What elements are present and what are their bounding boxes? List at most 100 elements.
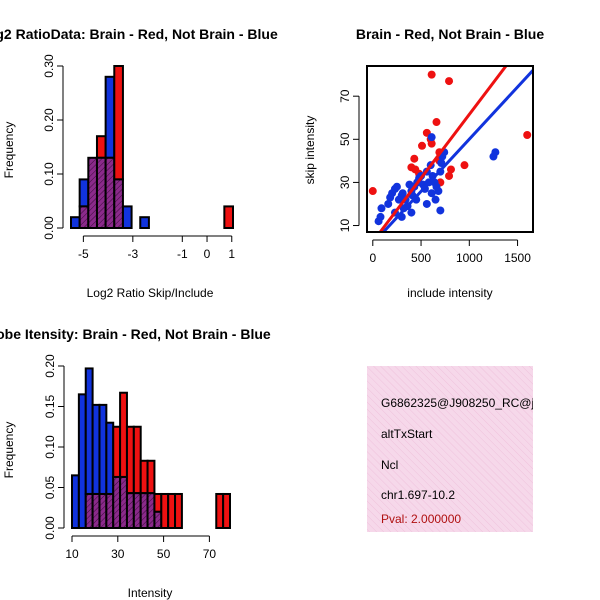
call-text: Ncl bbox=[381, 458, 398, 472]
scatter-title: Brain - Red, Not Brain - Blue bbox=[356, 26, 544, 42]
intensity-overlap-bar-9 bbox=[132, 492, 142, 530]
scatter-point-blue-32 bbox=[434, 187, 443, 196]
scatter-point-blue-37 bbox=[422, 199, 431, 208]
scatter-x-tick-label-0: 0 bbox=[369, 251, 376, 265]
scatter-clip-group bbox=[368, 66, 533, 232]
intensity-histogram-axes: 10 30 50 70 0.00 0.05 0.10 0.15 0.20 bbox=[43, 354, 216, 561]
intensity-y-tick-label-4: 0.20 bbox=[43, 354, 57, 378]
intensity-bar-17 bbox=[222, 492, 231, 530]
probe-info-clip: G6862325@J908250_RC@j_at altTxStart Ncl … bbox=[381, 396, 551, 526]
scatter-point-blue-42 bbox=[407, 208, 416, 217]
ratio-bar-4 bbox=[104, 75, 116, 159]
intensity-x-tick-label-0: 10 bbox=[65, 547, 79, 561]
intensity-overlap-bar-3 bbox=[91, 492, 101, 530]
ratio-x-tick-label-1: -3 bbox=[127, 247, 138, 261]
intensity-overlap-bar-2 bbox=[84, 492, 94, 530]
scatter-fit-line-blue bbox=[381, 69, 533, 232]
scatter-axes: 0 500 1000 1500 10 30 50 70 bbox=[338, 89, 531, 265]
scatter-xlabel: include intensity bbox=[407, 286, 492, 300]
scatter-point-red-2 bbox=[445, 77, 454, 86]
scatter-x-tick-label-1: 500 bbox=[411, 251, 431, 265]
intensity-histogram-ylabel: Frequency bbox=[2, 422, 16, 479]
intensity-y-tick-label-3: 0.15 bbox=[43, 394, 57, 418]
scatter-point-red-17 bbox=[460, 161, 469, 170]
ratio-y-tick-label-3: 0.30 bbox=[42, 54, 56, 78]
ratio-bar-8 bbox=[139, 216, 150, 229]
intensity-bar-14 bbox=[167, 492, 177, 530]
scatter-fit-line-red bbox=[378, 66, 508, 232]
intensity-bar-2 bbox=[84, 367, 94, 495]
intensity-bar-16 bbox=[215, 492, 225, 530]
scatter-point-blue-3 bbox=[384, 199, 393, 208]
intensity-y-tick-label-0: 0.00 bbox=[43, 516, 57, 540]
scatter-point-red-15 bbox=[445, 171, 454, 180]
intensity-bar-4 bbox=[98, 403, 108, 495]
intensity-bar-10 bbox=[139, 459, 149, 495]
scatter-point-blue-38 bbox=[427, 189, 436, 198]
ratio-bar-1 bbox=[78, 178, 90, 208]
intensity-bar-3 bbox=[91, 403, 101, 495]
ratio-histogram-ylabel: Frequency bbox=[2, 122, 16, 179]
ratio-overlap-bar-5 bbox=[113, 178, 124, 229]
intensity-x-tick-label-1: 30 bbox=[111, 547, 125, 561]
intensity-histogram-xlabel: Intensity bbox=[128, 586, 173, 600]
intensity-overlap-bar-5 bbox=[105, 492, 115, 530]
intensity-overlap-bar-11 bbox=[146, 492, 156, 530]
scatter-point-red-7 bbox=[427, 139, 436, 148]
intensity-bar-13 bbox=[160, 492, 170, 530]
ratio-overlap-bar-4 bbox=[104, 156, 116, 229]
intensity-overlap-bar-6 bbox=[112, 475, 122, 529]
ratio-x-tick-label-2: -1 bbox=[177, 247, 188, 261]
ratio-y-tick-label-1: 0.10 bbox=[42, 162, 56, 186]
position-text: chr1.697-10.2 bbox=[381, 488, 455, 502]
scatter-point-blue-2 bbox=[377, 204, 386, 213]
intensity-bar-7 bbox=[119, 391, 128, 478]
ratio-bar-5 bbox=[113, 65, 124, 181]
intensity-y-tick-label-2: 0.10 bbox=[43, 435, 57, 459]
intensity-x-tick-label-3: 70 bbox=[203, 547, 217, 561]
intensity-overlap-bar-4 bbox=[98, 492, 108, 530]
intensity-overlap-bar-7 bbox=[119, 475, 128, 529]
ratio-histogram-axes: -5 -3 -1 0 1 0.00 0.10 0.20 0.30 bbox=[42, 54, 235, 261]
pval-text: Pval: 2.000000 bbox=[381, 512, 461, 526]
scatter-x-tick-label-3: 1500 bbox=[504, 251, 531, 265]
scatter-point-blue-10 bbox=[398, 189, 407, 198]
intensity-bar-11 bbox=[146, 459, 156, 495]
ratio-y-tick-label-0: 0.00 bbox=[42, 216, 56, 240]
intensity-bar-12 bbox=[153, 492, 163, 513]
scatter-plot-frame bbox=[366, 65, 534, 233]
scatter-point-red-3 bbox=[418, 141, 427, 150]
event-type-text: altTxStart bbox=[381, 427, 433, 441]
probe-info-panel: G6862325@J908250_RC@j_at altTxStart Ncl … bbox=[367, 366, 551, 532]
scatter-ylabel: skip intensity bbox=[303, 116, 317, 185]
intensity-bar-15 bbox=[174, 492, 183, 530]
intensity-bar-5 bbox=[105, 421, 115, 495]
ratio-overlap-bar-2 bbox=[87, 156, 98, 229]
ratio-bar-6 bbox=[121, 205, 133, 229]
intensity-bar-9 bbox=[132, 425, 142, 495]
scatter-point-blue-27 bbox=[427, 133, 436, 142]
ratio-histogram-panel: Log2 RatioData: Brain - Red, Not Brain -… bbox=[0, 26, 278, 300]
intensity-overlap-bar-10 bbox=[139, 492, 149, 530]
probe-id-text: G6862325@J908250_RC@j_at bbox=[381, 396, 551, 410]
intensity-overlap-bar-12 bbox=[153, 510, 163, 529]
intensity-histogram-title: Probe Itensity: Brain - Red, Not Brain -… bbox=[0, 326, 271, 342]
ratio-histogram-bars bbox=[70, 65, 234, 229]
scatter-point-red-16 bbox=[446, 165, 455, 174]
intensity-x-tick-label-2: 50 bbox=[157, 547, 171, 561]
scatter-point-blue-34 bbox=[437, 159, 446, 168]
ratio-bar-0 bbox=[70, 216, 81, 229]
scatter-y-tick-label-3: 70 bbox=[338, 89, 352, 103]
scatter-point-red-18 bbox=[523, 130, 532, 139]
intensity-bar-1 bbox=[77, 393, 87, 529]
probe-info-background bbox=[367, 366, 533, 532]
scatter-y-tick-label-1: 30 bbox=[338, 175, 352, 189]
intensity-overlap-bar-8 bbox=[125, 492, 135, 530]
intensity-bar-0 bbox=[71, 474, 80, 530]
ratio-x-tick-label-3: 0 bbox=[204, 247, 211, 261]
scatter-point-red-1 bbox=[427, 70, 436, 79]
ratio-histogram-xlabel: Log2 Ratio Skip/Include bbox=[87, 286, 214, 300]
ratio-overlap-bar-1 bbox=[78, 205, 90, 229]
scatter-point-red-0 bbox=[368, 187, 377, 196]
